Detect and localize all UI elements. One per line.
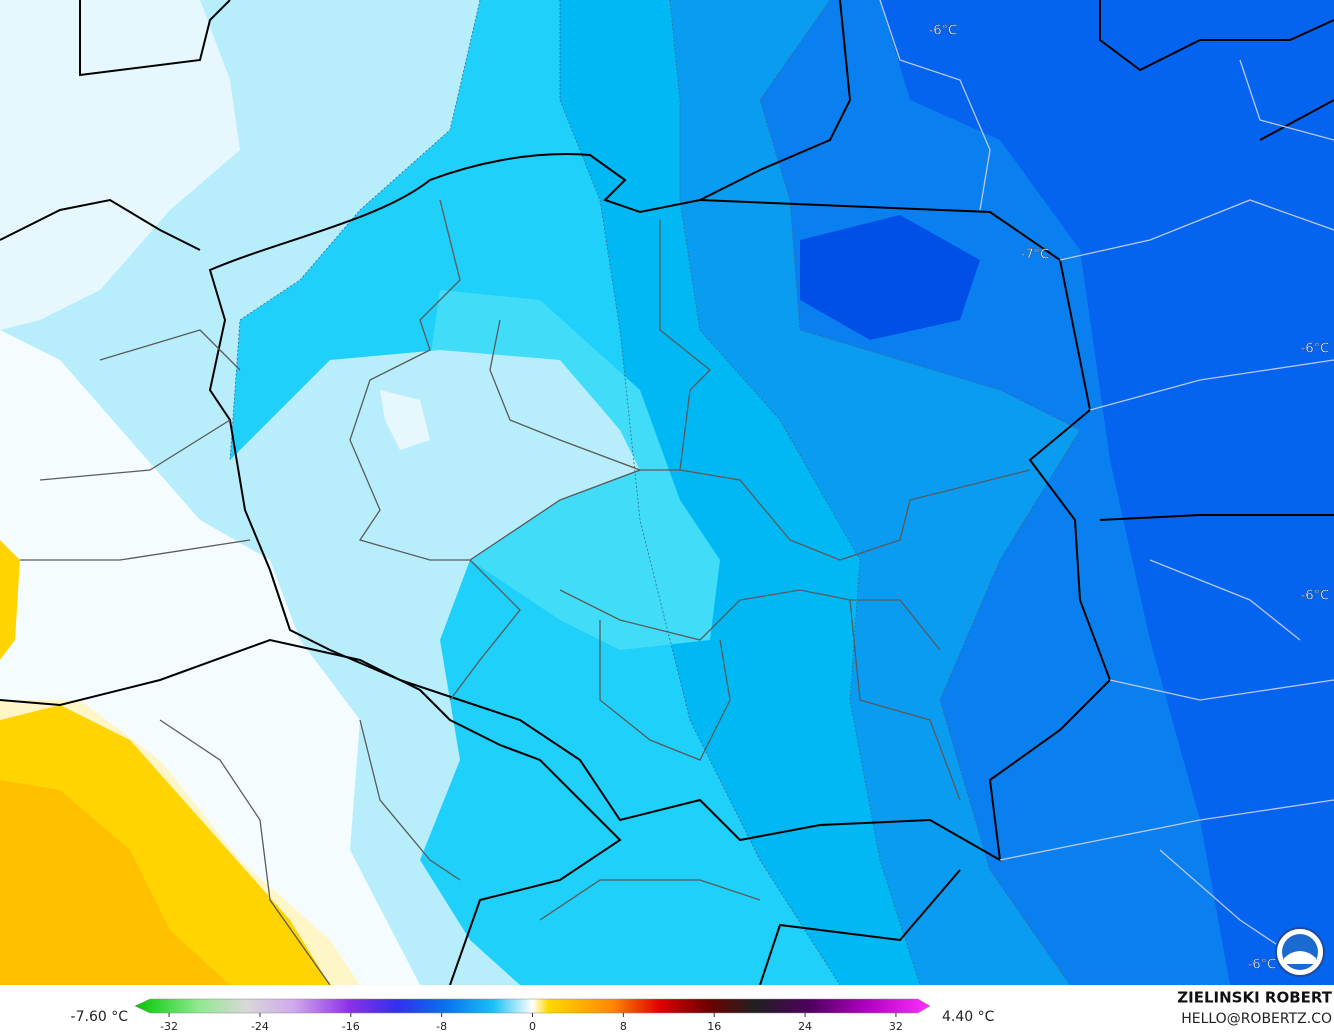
contour-label: -6°C bbox=[929, 24, 958, 39]
colorbar-tick-label: 0 bbox=[529, 1020, 536, 1033]
colorbar-tick-label: 24 bbox=[798, 1020, 812, 1033]
min-label: -7.60 °C bbox=[71, 1009, 129, 1025]
colorbar-tick-label: -8 bbox=[436, 1020, 447, 1033]
map bbox=[0, 0, 1334, 986]
colorbar-tick-label: -16 bbox=[342, 1020, 360, 1033]
contour-label: -6°C bbox=[1301, 589, 1330, 604]
credit-name: ZIELINSKI ROBERT bbox=[1177, 989, 1332, 1007]
colorbar-tick-label: 8 bbox=[620, 1020, 627, 1033]
colorbar-tick-label: -24 bbox=[251, 1020, 269, 1033]
credit-email: HELLO@ROBERTZ.CO bbox=[1181, 1011, 1332, 1027]
colorbar-tick-label: -32 bbox=[160, 1020, 178, 1033]
colorbar bbox=[134, 998, 931, 1014]
contour-label: -7°C bbox=[1021, 248, 1050, 263]
contour-label: -6°C bbox=[1248, 958, 1277, 973]
max-label: 4.40 °C bbox=[942, 1009, 995, 1025]
noaa-logo bbox=[1275, 927, 1325, 977]
contour-label: -6°C bbox=[1301, 342, 1330, 357]
colorbar-tick-label: 16 bbox=[707, 1020, 721, 1033]
colorbar-tick-label: 32 bbox=[889, 1020, 903, 1033]
